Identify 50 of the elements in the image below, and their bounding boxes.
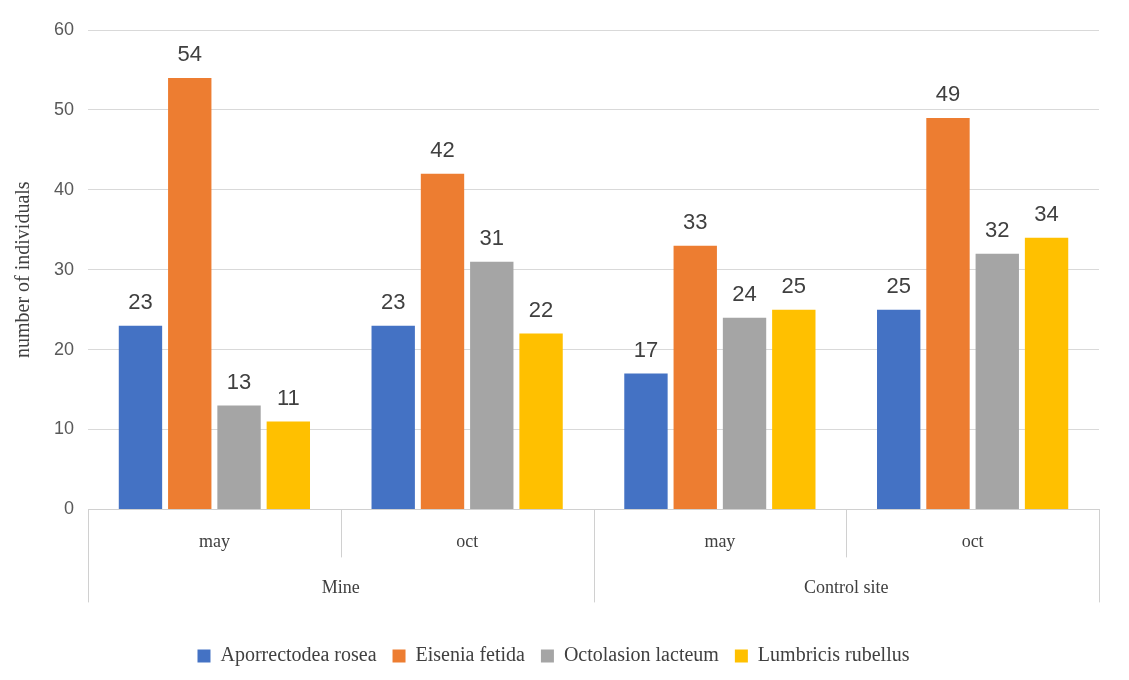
- data-label: 25: [886, 272, 911, 298]
- data-label: 22: [528, 296, 554, 322]
- data-label: 11: [276, 384, 300, 410]
- data-label: 32: [985, 216, 1010, 242]
- data-label: 23: [380, 288, 406, 314]
- y-tick-label: 0: [64, 498, 75, 519]
- data-label: 31: [479, 224, 505, 250]
- bar: [470, 261, 514, 509]
- x-tick-label: oct: [961, 530, 984, 551]
- bar: [877, 309, 921, 509]
- legend-label: Octolasion lacteum: [563, 643, 720, 666]
- legend-label: Lumbricis rubellus: [757, 643, 910, 666]
- y-tick-label: 10: [53, 418, 75, 439]
- bar: [1024, 237, 1069, 509]
- text: Mine: [321, 577, 360, 598]
- x-tick-label: oct: [456, 530, 479, 551]
- data-label: 42: [430, 136, 455, 162]
- y-tick-label: 30: [53, 258, 75, 279]
- y-axis-title: number of individuals: [11, 181, 34, 359]
- bar: [673, 245, 717, 509]
- bar: [519, 333, 563, 509]
- data-label: 24: [732, 280, 757, 306]
- legend-label: Aporrectodea rosea: [220, 643, 377, 667]
- x-tick-label: may: [704, 530, 736, 551]
- data-label: 25: [781, 272, 807, 298]
- legend-label: Eisenia fetida: [415, 643, 526, 666]
- bar: [624, 373, 668, 509]
- bar: [266, 421, 311, 509]
- y-tick-label: 20: [53, 338, 75, 359]
- data-label: 17: [633, 336, 659, 362]
- bar: [975, 253, 1019, 509]
- x-tick-label: may: [198, 530, 230, 551]
- bar: [926, 117, 970, 509]
- y-tick-label: 60: [53, 18, 75, 39]
- data-label: 49: [935, 80, 961, 106]
- bar: [371, 325, 415, 509]
- data-label: 34: [1034, 200, 1059, 226]
- bar: [168, 77, 212, 509]
- data-label: 13: [226, 368, 252, 394]
- bar: [420, 173, 465, 509]
- bar: [217, 405, 261, 509]
- bar: [722, 317, 767, 509]
- y-tick-label: 40: [53, 178, 75, 199]
- y-tick-label: 50: [53, 98, 75, 119]
- bar: [118, 325, 163, 509]
- data-label: 33: [683, 208, 708, 234]
- data-label: 23: [128, 288, 153, 314]
- bar: [772, 309, 816, 509]
- data-label: 54: [177, 41, 202, 66]
- text: Control site: [804, 577, 889, 598]
